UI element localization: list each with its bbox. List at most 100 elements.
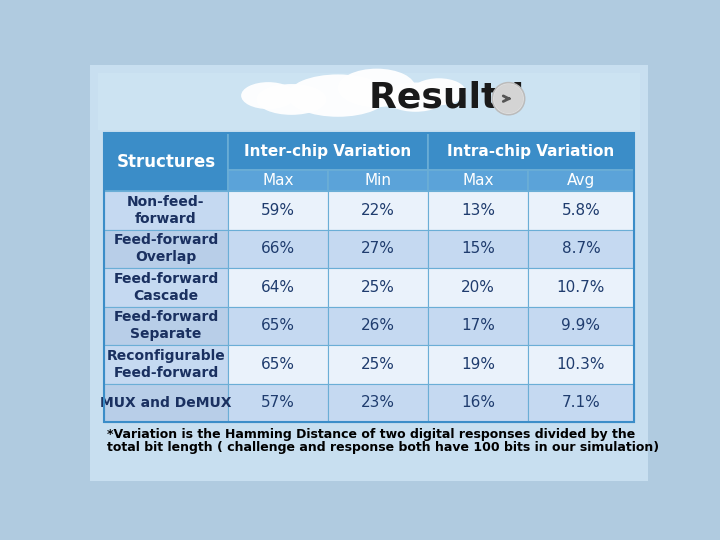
- Ellipse shape: [256, 84, 326, 115]
- Bar: [90, 83, 648, 85]
- Ellipse shape: [338, 69, 415, 107]
- Text: 66%: 66%: [261, 241, 295, 256]
- Bar: [90, 116, 648, 119]
- Bar: [90, 72, 648, 75]
- Bar: [90, 132, 648, 134]
- Bar: [428, 383, 528, 422]
- Text: 10.7%: 10.7%: [557, 280, 605, 295]
- Bar: [90, 75, 648, 78]
- Bar: [104, 383, 228, 422]
- Text: Result I: Result I: [369, 80, 524, 114]
- Bar: [90, 85, 648, 88]
- Bar: [104, 345, 228, 383]
- Text: Max: Max: [262, 173, 294, 188]
- Bar: [328, 307, 428, 345]
- Circle shape: [494, 84, 523, 113]
- Text: 25%: 25%: [361, 357, 395, 372]
- Bar: [90, 113, 648, 116]
- Text: Inter-chip Variation: Inter-chip Variation: [244, 144, 412, 159]
- Text: 15%: 15%: [461, 241, 495, 256]
- Bar: [428, 230, 528, 268]
- Bar: [228, 307, 328, 345]
- Bar: [90, 122, 648, 124]
- Bar: [90, 137, 648, 139]
- Circle shape: [492, 83, 525, 115]
- Bar: [228, 230, 328, 268]
- Text: 16%: 16%: [461, 395, 495, 410]
- Bar: [428, 345, 528, 383]
- Text: Non-feed-
forward: Non-feed- forward: [127, 195, 204, 226]
- Text: Feed-forward
Overlap: Feed-forward Overlap: [113, 233, 219, 264]
- Text: 64%: 64%: [261, 280, 295, 295]
- Text: 65%: 65%: [261, 318, 295, 333]
- Text: total bit length ( challenge and response both have 100 bits in our simulation): total bit length ( challenge and respons…: [107, 441, 660, 454]
- Bar: [90, 70, 648, 72]
- Text: 25%: 25%: [361, 280, 395, 295]
- Bar: [98, 72, 640, 130]
- Text: 27%: 27%: [361, 241, 395, 256]
- Bar: [528, 170, 634, 191]
- Text: 5.8%: 5.8%: [562, 203, 600, 218]
- Bar: [328, 383, 428, 422]
- Bar: [90, 101, 648, 103]
- Bar: [90, 78, 648, 80]
- Bar: [328, 191, 428, 230]
- Bar: [90, 68, 648, 70]
- Ellipse shape: [384, 83, 446, 112]
- Bar: [528, 383, 634, 422]
- Text: Feed-forward
Cascade: Feed-forward Cascade: [113, 272, 219, 303]
- Bar: [228, 268, 328, 307]
- Bar: [90, 65, 648, 68]
- Bar: [90, 103, 648, 106]
- Bar: [428, 307, 528, 345]
- Text: 57%: 57%: [261, 395, 295, 410]
- Bar: [428, 132, 634, 170]
- Bar: [528, 268, 634, 307]
- Bar: [90, 124, 648, 126]
- Text: Reconfigurable
Feed-forward: Reconfigurable Feed-forward: [107, 349, 225, 380]
- Bar: [328, 230, 428, 268]
- Text: 9.9%: 9.9%: [562, 318, 600, 333]
- Bar: [428, 268, 528, 307]
- Text: 7.1%: 7.1%: [562, 395, 600, 410]
- Bar: [228, 383, 328, 422]
- Text: Intra-chip Variation: Intra-chip Variation: [447, 144, 615, 159]
- Ellipse shape: [287, 75, 388, 117]
- Ellipse shape: [412, 78, 466, 105]
- Bar: [90, 91, 648, 93]
- Text: 59%: 59%: [261, 203, 295, 218]
- Text: 19%: 19%: [461, 357, 495, 372]
- Text: Min: Min: [364, 173, 392, 188]
- Bar: [104, 230, 228, 268]
- Bar: [104, 191, 228, 230]
- Bar: [428, 170, 528, 191]
- Bar: [104, 307, 228, 345]
- Bar: [90, 129, 648, 132]
- Bar: [528, 307, 634, 345]
- Text: 8.7%: 8.7%: [562, 241, 600, 256]
- Bar: [228, 170, 328, 191]
- Text: 26%: 26%: [361, 318, 395, 333]
- Bar: [90, 106, 648, 109]
- Text: *Variation is the Hamming Distance of two digital responses divided by the: *Variation is the Hamming Distance of tw…: [107, 428, 635, 441]
- Bar: [90, 139, 648, 142]
- Bar: [104, 132, 228, 191]
- Text: 23%: 23%: [361, 395, 395, 410]
- Bar: [90, 109, 648, 111]
- Bar: [104, 132, 634, 422]
- Bar: [328, 170, 428, 191]
- Bar: [90, 134, 648, 137]
- Circle shape: [495, 85, 523, 112]
- Bar: [228, 132, 428, 170]
- Bar: [90, 96, 648, 98]
- Bar: [428, 191, 528, 230]
- Bar: [528, 191, 634, 230]
- Text: Feed-forward
Separate: Feed-forward Separate: [113, 310, 219, 341]
- Text: 20%: 20%: [461, 280, 495, 295]
- Bar: [528, 345, 634, 383]
- Bar: [90, 88, 648, 91]
- Bar: [328, 345, 428, 383]
- Text: Avg: Avg: [567, 173, 595, 188]
- Bar: [90, 98, 648, 101]
- Text: 10.3%: 10.3%: [557, 357, 606, 372]
